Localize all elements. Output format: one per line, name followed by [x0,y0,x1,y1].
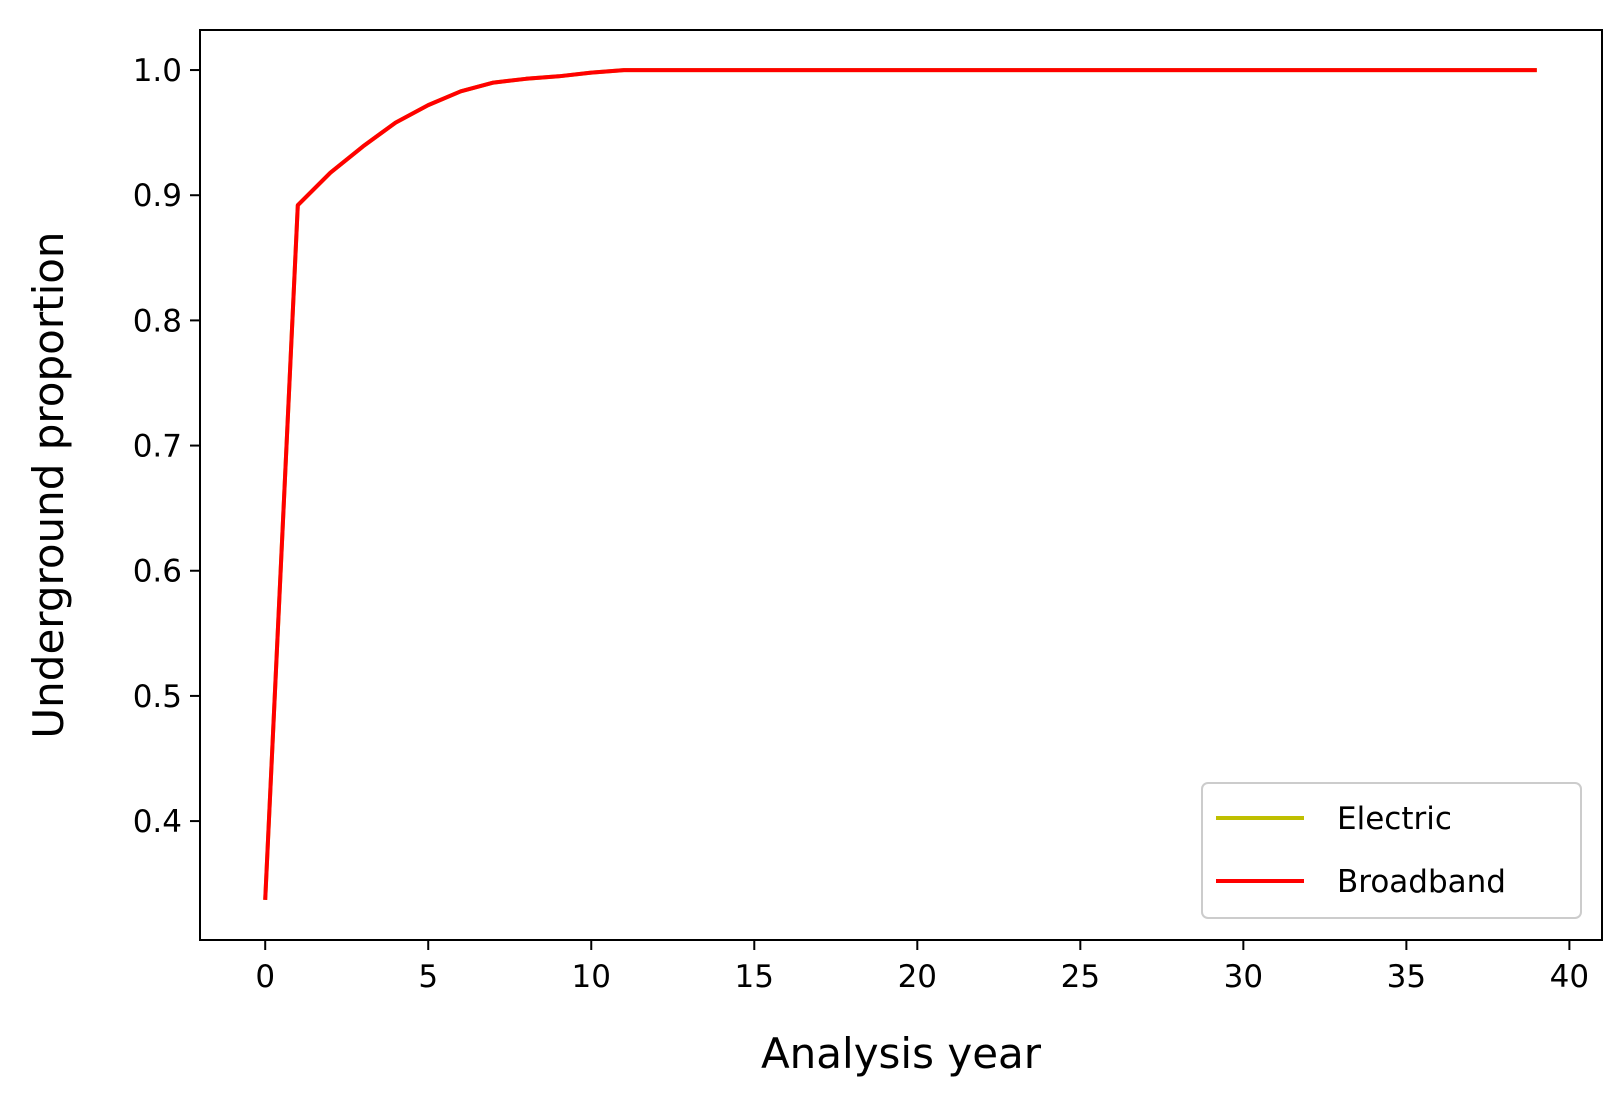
x-tick-label: 30 [1224,959,1263,995]
y-tick-label: 0.9 [133,178,182,214]
y-tick-label: 0.4 [133,804,182,840]
x-axis: 0 5 10 15 20 25 30 35 40 [255,940,1589,995]
x-tick-label: 5 [418,959,438,995]
legend-label-broadband: Broadband [1337,864,1506,900]
y-tick-label: 1.0 [133,53,182,89]
y-tick-label: 0.6 [133,554,182,590]
x-tick-label: 35 [1387,959,1426,995]
x-tick-label: 25 [1061,959,1100,995]
plot-area-frame [199,29,1603,941]
series-line-broadband [263,68,1537,900]
x-tick-label: 20 [898,959,937,995]
x-tick-label: 15 [735,959,774,995]
y-tick-label: 0.5 [133,679,182,715]
x-tick-label: 40 [1550,959,1589,995]
x-tick-label: 0 [255,959,275,995]
x-tick-label: 10 [572,959,611,995]
y-tick-label: 0.8 [133,303,182,339]
series-layer [263,68,1537,900]
y-axis-label: Underground proportion [24,231,73,738]
x-axis-label: Analysis year [761,1029,1042,1078]
y-tick-label: 0.7 [133,429,182,465]
legend: Electric Broadband [1201,782,1582,919]
legend-label-electric: Electric [1337,801,1452,837]
y-axis: 0.4 0.5 0.6 0.7 0.8 0.9 1.0 [133,53,200,840]
